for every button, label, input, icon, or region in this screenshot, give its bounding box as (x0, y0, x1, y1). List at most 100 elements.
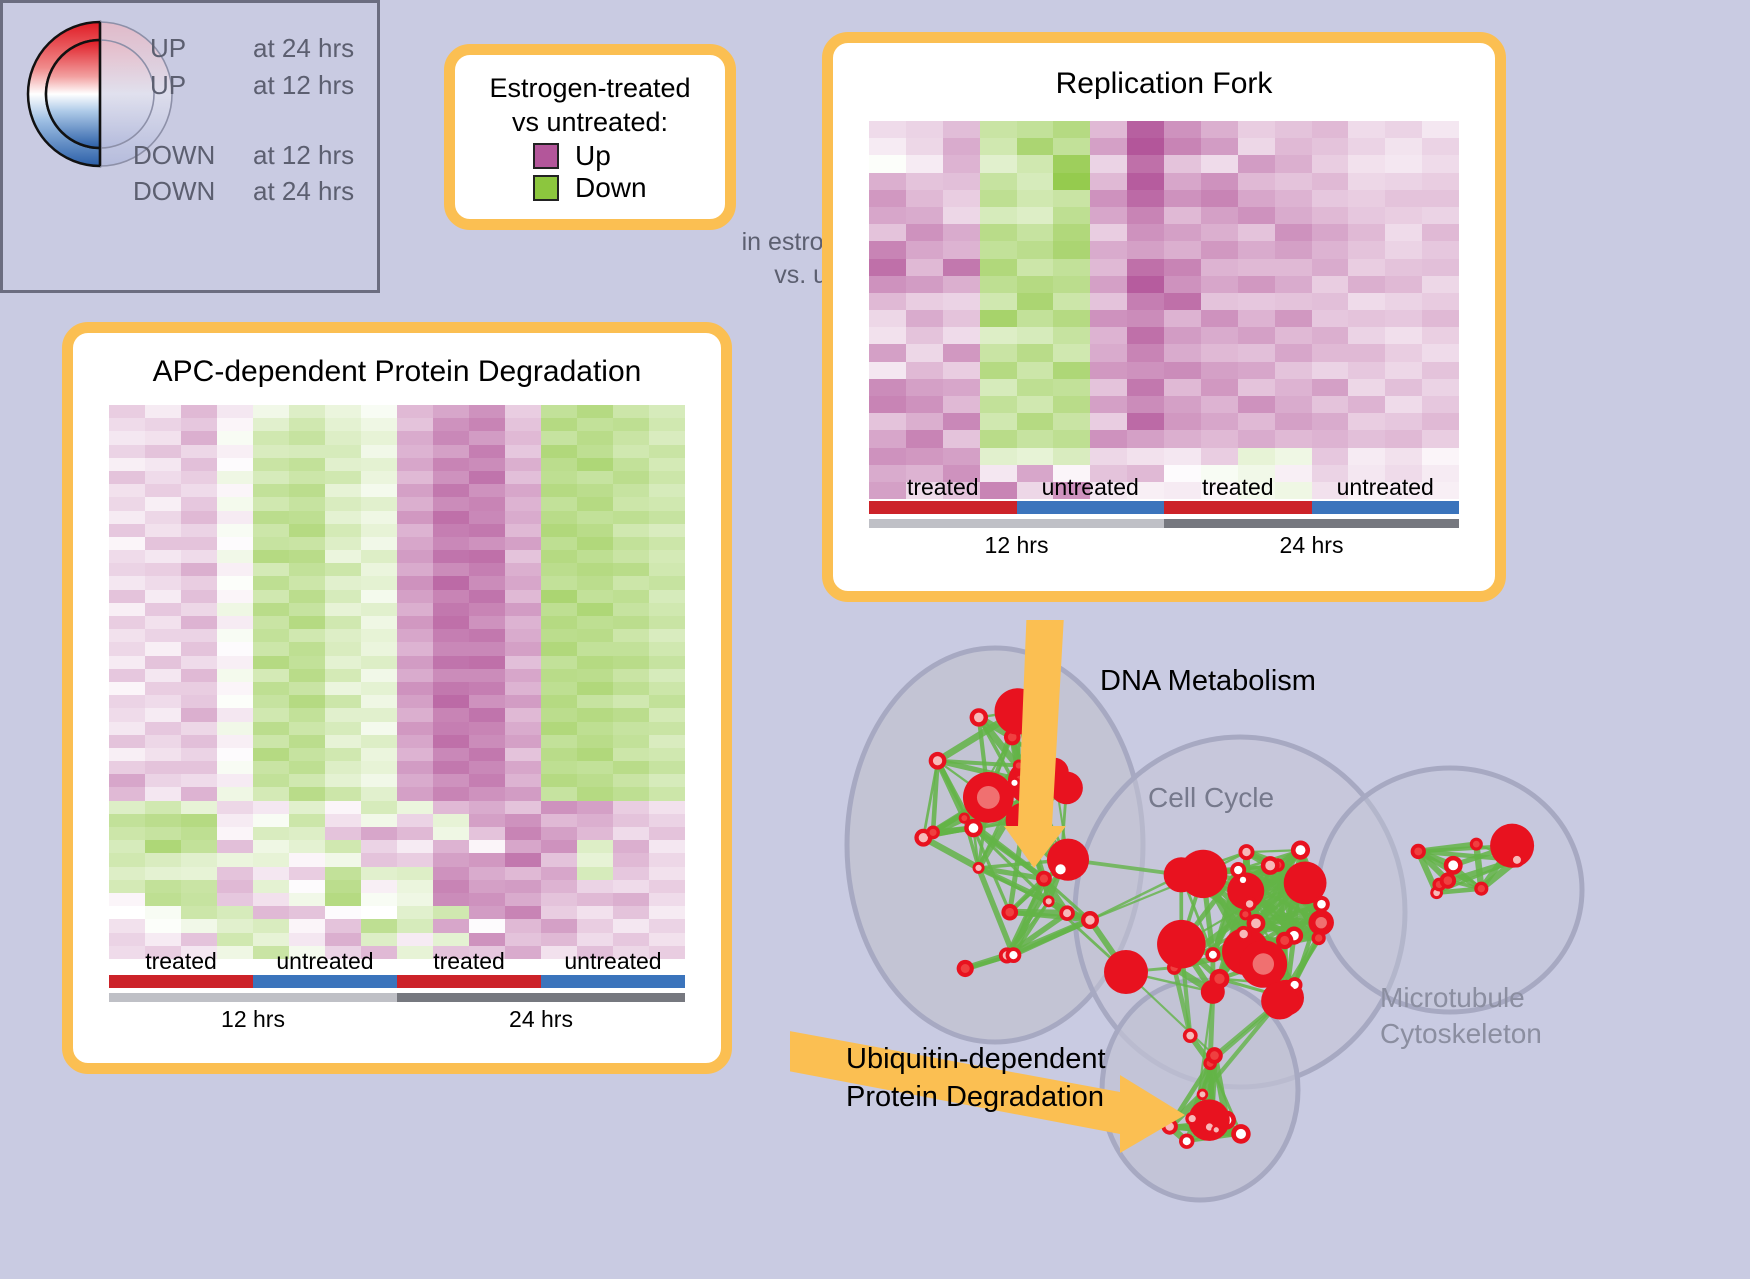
network-node[interactable] (1050, 771, 1083, 805)
heatmap-cell (361, 866, 397, 880)
heatmap-cell (253, 853, 289, 867)
network-node[interactable] (1439, 872, 1457, 889)
heatmap-cell (325, 721, 361, 735)
network-node[interactable] (1239, 908, 1252, 921)
heatmap-cell (1200, 155, 1238, 173)
time-bar-segment (397, 993, 685, 1002)
network-node[interactable] (1242, 896, 1257, 912)
heatmap-cell (145, 668, 181, 682)
heatmap-cell (1127, 310, 1164, 328)
key-row-down-24: DOWN at 24 hrs (133, 176, 354, 207)
heatmap-cell (361, 708, 397, 722)
heatmap-cell (577, 932, 613, 946)
heatmap-cell (1164, 275, 1201, 293)
network-node[interactable] (1308, 909, 1334, 936)
heatmap-cell (1127, 155, 1164, 173)
heatmap-cell (1422, 275, 1459, 293)
heatmap-cell (649, 655, 685, 669)
network-node[interactable] (1036, 870, 1052, 887)
network-node[interactable] (1311, 930, 1326, 946)
heatmap-cell (433, 470, 469, 485)
network-node[interactable] (1276, 931, 1294, 950)
network-node[interactable] (956, 959, 974, 978)
network-node[interactable] (1209, 968, 1230, 989)
heatmap-cell (905, 224, 943, 242)
network-node[interactable] (1050, 859, 1071, 880)
network-node[interactable] (1205, 947, 1221, 963)
heatmap-cell (505, 681, 541, 696)
network-node[interactable] (1008, 776, 1021, 789)
network-node[interactable] (1179, 1133, 1195, 1149)
network-node[interactable] (1185, 1111, 1200, 1126)
condition-bar-segment (1311, 501, 1459, 514)
network-node[interactable] (1260, 856, 1280, 875)
heatmap-cell (109, 655, 145, 669)
heatmap-cell (397, 510, 433, 524)
heatmap-cell (1385, 344, 1423, 362)
network-node[interactable] (928, 751, 947, 770)
network-node[interactable] (1239, 940, 1288, 988)
network-node[interactable] (1081, 911, 1099, 929)
heatmap-cell (397, 840, 433, 854)
heatmap-cell (325, 616, 361, 630)
heatmap-cell (253, 655, 289, 669)
heatmap-cell (1053, 138, 1091, 156)
network-node[interactable] (926, 825, 940, 840)
network-node[interactable] (1474, 881, 1489, 896)
network-node[interactable] (1246, 913, 1266, 933)
network-node[interactable] (1206, 1047, 1223, 1064)
network-node[interactable] (1059, 905, 1075, 921)
network-node[interactable] (1236, 873, 1250, 886)
network-node[interactable] (1157, 919, 1206, 969)
network-node[interactable] (1410, 843, 1426, 860)
network-node[interactable] (964, 818, 983, 838)
heatmap-cell (1127, 275, 1164, 293)
network-node[interactable] (972, 861, 985, 874)
network-node[interactable] (1005, 947, 1022, 964)
heatmap-cell (505, 879, 541, 893)
heatmap-cell (505, 563, 541, 577)
network-node[interactable] (1261, 982, 1299, 1020)
heatmap-cell (942, 121, 980, 139)
heatmap-cell (469, 616, 505, 630)
heatmap-cell (217, 470, 253, 485)
network-node[interactable] (1104, 950, 1148, 994)
network-node[interactable] (1042, 895, 1055, 908)
network-node[interactable] (1469, 837, 1483, 851)
network-node[interactable] (1182, 1028, 1198, 1044)
heatmap-cell (145, 879, 181, 893)
heatmap-cell (325, 457, 361, 471)
network-node[interactable] (1443, 855, 1463, 875)
network-node[interactable] (958, 812, 970, 824)
network-node[interactable] (1283, 861, 1327, 905)
heatmap-cell (397, 418, 433, 432)
heatmap-cell (361, 405, 397, 419)
heatmap-cell (1127, 396, 1164, 414)
network-node[interactable] (1238, 844, 1255, 861)
network-node[interactable] (1313, 895, 1330, 913)
heatmap-cell (217, 484, 253, 498)
rep-time-1: 24 hrs (1279, 532, 1344, 558)
heatmap-cell (1237, 155, 1275, 173)
network-node[interactable] (1290, 840, 1311, 860)
network-node[interactable] (1235, 925, 1252, 943)
network-node[interactable] (969, 708, 989, 727)
network-node[interactable] (1231, 1124, 1251, 1144)
network-node[interactable] (962, 772, 1014, 823)
heatmap-cell (613, 616, 649, 630)
network-node[interactable] (1001, 903, 1019, 921)
heatmap-cell (1090, 396, 1128, 414)
key-time-up-12: at 12 hrs (253, 70, 355, 100)
condition-bar-segment (253, 975, 397, 988)
heatmap-cell (505, 444, 541, 458)
heatmap-cell (433, 866, 469, 880)
heatmap-cell (397, 616, 433, 630)
heatmap-cell (433, 602, 469, 616)
network-node[interactable] (1509, 852, 1525, 868)
heatmap-cell (145, 695, 181, 709)
network-node[interactable] (1163, 857, 1199, 893)
heatmap-cell (109, 470, 145, 485)
network-node[interactable] (1196, 1088, 1209, 1101)
network-node[interactable] (1211, 1124, 1222, 1135)
heatmap-cell (649, 497, 685, 511)
